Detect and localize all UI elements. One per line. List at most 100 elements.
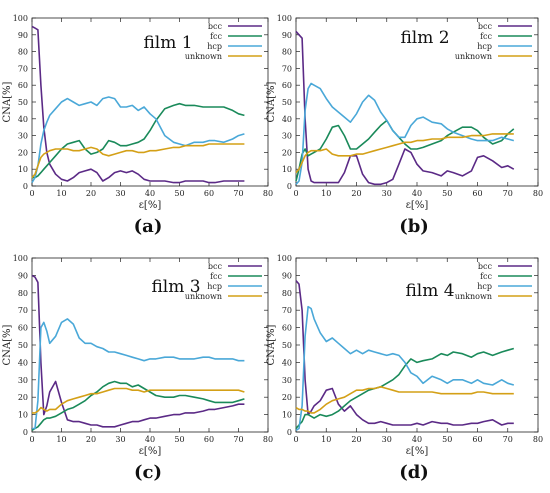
x-tick-label: 80 xyxy=(263,189,273,198)
panel-3: 0 10 20 30 40 50 60 70 80 0 10 20 30 40 50 60 70 80 90 100 ε… xyxy=(2,254,273,483)
y-tick-label: 40 xyxy=(282,358,292,367)
x-tick-label: 60 xyxy=(204,189,214,198)
legend-label-hcp: hcp xyxy=(207,42,222,51)
y-tick-label: 90 xyxy=(18,271,28,280)
y-tick-label: 60 xyxy=(282,81,292,90)
x-tick-label: 40 xyxy=(145,435,155,444)
x-tick-label: 70 xyxy=(503,435,513,444)
legend-label-fcc: fcc xyxy=(480,272,492,281)
series-line-unknown xyxy=(31,143,245,179)
legend-label-unknown: unknown xyxy=(455,52,492,61)
x-tick-label: 0 xyxy=(293,189,298,198)
y-tick-label: 30 xyxy=(18,376,28,385)
y-tick-label: 50 xyxy=(282,341,292,350)
series-line-hcp xyxy=(31,96,245,184)
panel-label: (c) xyxy=(134,462,162,483)
x-tick-label: 40 xyxy=(145,189,155,198)
series-line-unknown xyxy=(295,133,514,174)
y-tick-label: 10 xyxy=(18,165,28,174)
panel-2: 0 10 20 30 40 50 60 70 80 0 10 20 30 40 50 60 70 80 90 100 ε… xyxy=(266,14,543,237)
legend-label-bcc: bcc xyxy=(478,262,493,271)
y-axis-label: CNA[%] xyxy=(2,324,13,365)
series-line-hcp xyxy=(32,318,245,430)
y-tick-label: 40 xyxy=(282,115,292,124)
panel-label: (a) xyxy=(134,216,163,237)
series-line-hcp xyxy=(295,305,515,431)
x-tick-label: 30 xyxy=(382,435,392,444)
x-axis-label: ε[%] xyxy=(139,446,162,457)
panel-1: 0 10 20 30 40 50 60 70 80 0 10 20 30 40 50 60 70 80 90 100 ε… xyxy=(2,14,273,237)
y-tick-label: 80 xyxy=(18,289,28,298)
y-tick-label: 0 xyxy=(287,182,292,191)
y-tick-label: 40 xyxy=(18,115,28,124)
y-tick-label: 20 xyxy=(282,393,292,402)
x-tick-label: 0 xyxy=(293,435,298,444)
panel-label: (b) xyxy=(399,216,429,237)
y-tick-label: 30 xyxy=(18,132,28,141)
x-tick-label: 50 xyxy=(174,189,184,198)
series-line-bcc xyxy=(31,274,245,428)
panel-4: 0 10 20 30 40 50 60 70 80 0 10 20 30 40 50 60 70 80 90 100 ε… xyxy=(266,254,543,483)
y-tick-label: 0 xyxy=(287,428,292,437)
series-line-fcc xyxy=(32,102,245,179)
y-axis-label: CNA[%] xyxy=(2,81,13,122)
legend-label-fcc: fcc xyxy=(480,32,492,41)
y-tick-label: 60 xyxy=(282,324,292,333)
y-tick-label: 100 xyxy=(13,254,28,263)
legend-label-unknown: unknown xyxy=(455,292,492,301)
y-tick-label: 10 xyxy=(18,411,28,420)
x-tick-label: 70 xyxy=(233,435,243,444)
y-tick-label: 20 xyxy=(18,393,28,402)
x-tick-label: 50 xyxy=(442,189,452,198)
x-tick-label: 10 xyxy=(321,435,331,444)
y-tick-label: 70 xyxy=(18,306,28,315)
x-tick-label: 10 xyxy=(56,435,66,444)
y-tick-label: 60 xyxy=(18,324,28,333)
y-tick-label: 100 xyxy=(277,14,292,23)
y-tick-label: 0 xyxy=(23,182,28,191)
y-tick-label: 50 xyxy=(18,98,28,107)
y-tick-label: 80 xyxy=(18,48,28,57)
series-line-bcc xyxy=(295,280,514,426)
x-tick-label: 60 xyxy=(472,189,482,198)
series-line-hcp xyxy=(295,82,515,185)
x-tick-label: 50 xyxy=(174,435,184,444)
panel-title: film 1 xyxy=(143,33,192,53)
y-tick-label: 100 xyxy=(277,254,292,263)
x-tick-label: 80 xyxy=(263,435,273,444)
series-line-bcc xyxy=(295,30,515,186)
y-tick-label: 20 xyxy=(18,148,28,157)
x-tick-label: 80 xyxy=(533,435,543,444)
x-tick-label: 80 xyxy=(533,189,543,198)
x-tick-label: 70 xyxy=(503,189,513,198)
x-tick-label: 60 xyxy=(204,435,214,444)
legend-label-fcc: fcc xyxy=(210,272,222,281)
x-tick-label: 60 xyxy=(472,435,482,444)
y-tick-label: 30 xyxy=(282,132,292,141)
legend-label-hcp: hcp xyxy=(477,42,492,51)
y-tick-label: 90 xyxy=(282,31,292,40)
y-tick-label: 100 xyxy=(13,14,28,23)
x-tick-label: 10 xyxy=(321,189,331,198)
x-tick-label: 20 xyxy=(86,435,96,444)
x-tick-label: 0 xyxy=(29,189,34,198)
x-axis-label: ε[%] xyxy=(139,200,162,211)
legend-label-fcc: fcc xyxy=(210,32,222,41)
series-line-unknown xyxy=(295,385,514,414)
y-tick-label: 40 xyxy=(18,358,28,367)
y-tick-label: 70 xyxy=(282,306,292,315)
x-tick-label: 70 xyxy=(233,189,243,198)
legend-label-bcc: bcc xyxy=(208,22,223,31)
panel-title: film 4 xyxy=(405,281,454,301)
y-tick-label: 10 xyxy=(282,411,292,420)
legend-label-bcc: bcc xyxy=(208,262,223,271)
x-tick-label: 50 xyxy=(442,435,452,444)
y-tick-label: 80 xyxy=(282,48,292,57)
legend-label-bcc: bcc xyxy=(478,22,493,31)
x-tick-label: 20 xyxy=(351,189,361,198)
panel-title: film 3 xyxy=(151,277,200,297)
x-axis-label: ε[%] xyxy=(406,446,429,457)
y-tick-label: 60 xyxy=(18,81,28,90)
y-axis-label: CNA[%] xyxy=(266,81,277,122)
